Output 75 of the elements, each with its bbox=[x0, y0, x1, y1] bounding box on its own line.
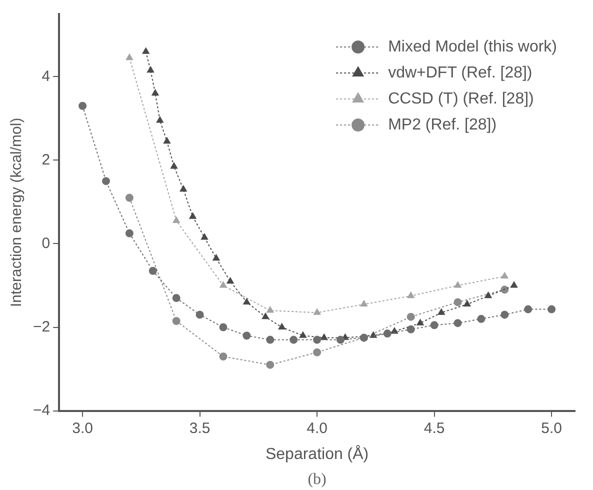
point bbox=[336, 336, 344, 344]
x-tick-label: 4.0 bbox=[306, 420, 328, 437]
point bbox=[314, 308, 321, 315]
y-tick-label: 4 bbox=[42, 68, 50, 85]
point bbox=[464, 300, 471, 307]
point bbox=[148, 266, 157, 275]
point bbox=[266, 336, 274, 344]
y-tick-label: −2 bbox=[32, 318, 50, 336]
point bbox=[454, 319, 462, 328]
y-tick-label: 0 bbox=[42, 234, 50, 252]
point bbox=[500, 286, 509, 294]
legend-label: MP2 (Ref. [28]) bbox=[388, 116, 497, 134]
point bbox=[510, 281, 518, 288]
point bbox=[226, 277, 234, 284]
point bbox=[212, 254, 220, 261]
point bbox=[278, 323, 286, 330]
point bbox=[290, 336, 298, 344]
point bbox=[126, 54, 133, 60]
point bbox=[406, 312, 415, 321]
point bbox=[220, 281, 227, 288]
point bbox=[147, 66, 154, 73]
point bbox=[172, 294, 180, 302]
y-axis-title: Interaction energy (kcal/mol) bbox=[8, 118, 26, 308]
point bbox=[454, 281, 462, 288]
point bbox=[152, 89, 159, 96]
point bbox=[313, 348, 322, 356]
point bbox=[262, 312, 269, 320]
x-tick-label: 3.0 bbox=[72, 420, 93, 437]
point bbox=[78, 102, 87, 110]
point bbox=[170, 162, 178, 169]
point bbox=[313, 336, 322, 344]
point bbox=[266, 360, 274, 369]
point bbox=[416, 319, 424, 326]
point bbox=[430, 321, 438, 330]
point bbox=[102, 177, 110, 186]
point bbox=[125, 229, 134, 238]
point bbox=[524, 305, 532, 314]
point bbox=[406, 325, 415, 334]
point bbox=[189, 212, 196, 219]
text: (b) bbox=[308, 471, 326, 488]
y-tick-label: −4 bbox=[32, 402, 50, 419]
point bbox=[438, 308, 445, 315]
x-tick-label: 4.5 bbox=[424, 420, 445, 437]
x-tick-label: 5.0 bbox=[541, 420, 562, 437]
y-tick-label: 2 bbox=[42, 151, 50, 168]
point bbox=[172, 317, 180, 325]
legend-label: CCSD (T) (Ref. [28]) bbox=[388, 90, 534, 108]
point bbox=[299, 332, 307, 338]
point bbox=[200, 233, 208, 240]
point bbox=[548, 305, 556, 314]
point bbox=[320, 334, 328, 340]
point bbox=[243, 298, 250, 304]
legend-label: Mixed Model (this work) bbox=[388, 38, 558, 56]
point bbox=[501, 272, 508, 279]
point bbox=[360, 300, 368, 307]
point bbox=[407, 292, 414, 298]
point bbox=[383, 330, 392, 338]
point bbox=[142, 48, 150, 54]
point bbox=[172, 216, 180, 224]
legend-label: vdw+DFT (Ref. [28]) bbox=[388, 64, 532, 82]
point bbox=[219, 352, 228, 360]
point bbox=[125, 194, 134, 202]
point bbox=[454, 298, 462, 306]
point bbox=[163, 137, 171, 144]
point bbox=[500, 310, 509, 319]
point bbox=[484, 292, 492, 298]
x-tick-label: 3.5 bbox=[189, 420, 210, 437]
point bbox=[266, 306, 274, 313]
point bbox=[196, 310, 204, 319]
x-axis-title: Separation (Å) bbox=[265, 444, 369, 463]
point bbox=[156, 116, 164, 123]
point bbox=[219, 323, 228, 332]
point bbox=[477, 314, 486, 323]
point bbox=[242, 332, 251, 340]
point bbox=[180, 185, 187, 192]
